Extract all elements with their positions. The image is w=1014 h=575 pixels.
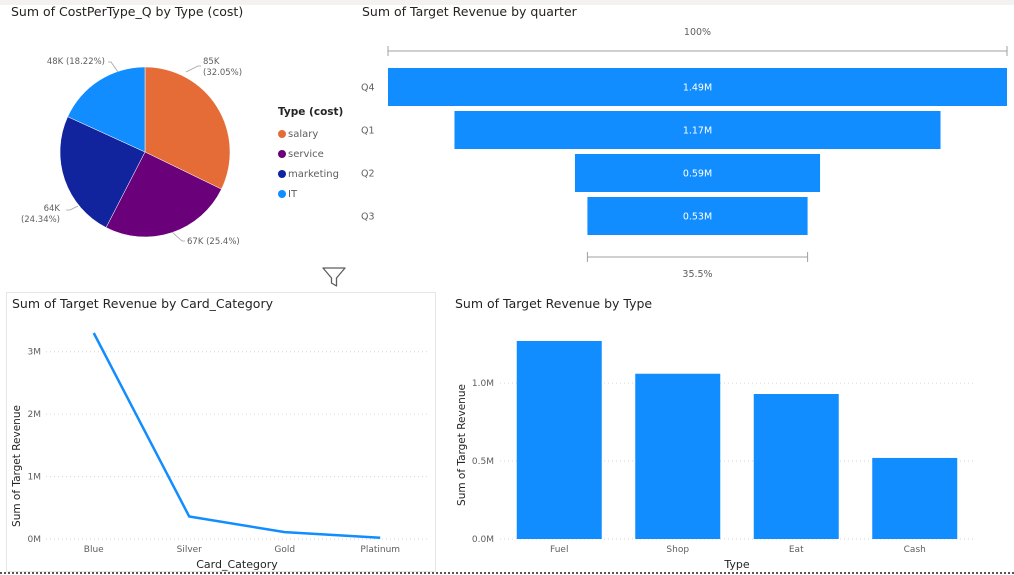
pie-chart-title: Sum of CostPerType_Q by Type (cost) — [11, 4, 244, 19]
pie-leader-line — [108, 61, 119, 73]
line-series — [92, 332, 381, 539]
pie-chart[interactable]: 85K(32.05%) 67K (25.4%) 64K(24.34%) 48K (18… — [0, 0, 360, 270]
x-tick-label: Platinum — [360, 545, 400, 555]
x-tick-label: Fuel — [550, 545, 568, 555]
pie-slice-service — [105, 151, 222, 238]
line-chart[interactable]: 0M 1M 2M 3M Blue Silver Gold Platinum Card_Categ… — [0, 310, 440, 572]
pie-data-label-pct: (24.34%) — [21, 215, 60, 225]
legend-item-service[interactable]: service — [278, 144, 343, 164]
bar-cash — [872, 457, 958, 539]
pie-data-label: 48K (18.22%) — [47, 57, 105, 67]
pie-legend: Type (cost) salary service marketing IT — [278, 106, 343, 204]
funnel-bar-q3 — [587, 197, 808, 235]
funnel-bar-q4 — [388, 68, 1007, 106]
line-chart-title: Sum of Target Revenue by Card_Category — [12, 296, 273, 311]
funnel-data-label: 0.53M — [683, 212, 712, 223]
funnel-top-label: 100% — [684, 27, 711, 38]
x-tick-label: Shop — [666, 545, 689, 555]
legend-label: IT — [288, 188, 298, 200]
y-tick-label: 0M — [28, 535, 42, 545]
x-tick-label: Gold — [274, 545, 295, 555]
legend-item-it[interactable]: IT — [278, 184, 343, 204]
bar-chart-title: Sum of Target Revenue by Type — [455, 296, 653, 311]
pie-leader-line — [185, 65, 201, 73]
funnel-category-label: Q1 — [361, 126, 375, 137]
filter-icon[interactable] — [321, 265, 347, 289]
x-tick-label: Blue — [84, 545, 104, 555]
legend-title: Type (cost) — [278, 106, 344, 118]
funnel-data-label: 1.49M — [683, 83, 712, 94]
pie-slice-salary — [144, 66, 231, 190]
funnel-category-label: Q2 — [361, 169, 375, 180]
x-tick-label: Silver — [177, 545, 203, 555]
bar-eat — [753, 394, 839, 539]
legend-marker — [278, 190, 286, 198]
x-axis-title: Type — [723, 558, 749, 571]
funnel-bar-q1 — [454, 111, 941, 149]
legend-marker — [278, 130, 286, 138]
y-tick-label: 3M — [28, 348, 42, 358]
pie-leader-line — [66, 205, 79, 211]
y-axis-title: Sum of Target Revenue — [456, 384, 468, 506]
bar-fuel — [516, 341, 602, 539]
top-border — [0, 0, 1014, 5]
funnel-data-label: 1.17M — [683, 126, 712, 137]
funnel-category-label: Q3 — [361, 212, 375, 223]
y-tick-label: 1M — [28, 473, 42, 483]
pie-data-label: 67K (25.4%) — [187, 237, 240, 247]
bottom-divider — [0, 572, 1014, 574]
funnel-category-label: Q4 — [361, 83, 375, 94]
funnel-bottom-label: 35.5% — [682, 269, 712, 280]
legend-marker — [278, 170, 286, 178]
legend-label: salary — [288, 128, 319, 140]
legend-item-salary[interactable]: salary — [278, 124, 343, 144]
pie-leader-line — [171, 231, 185, 242]
funnel-data-label: 0.59M — [683, 169, 712, 180]
pie-slice-it — [67, 66, 146, 153]
y-tick-label: 2M — [28, 410, 42, 420]
x-tick-label: Cash — [904, 545, 926, 555]
pie-slice-marketing — [59, 116, 146, 228]
legend-label: service — [288, 148, 324, 160]
legend-item-marketing[interactable]: marketing — [278, 164, 343, 184]
y-axis-title: Sum of Target Revenue — [11, 405, 23, 527]
bar-chart[interactable]: 0.0M 0.5M 1.0M Fuel Shop Eat Cash Type Sum of Ta… — [440, 310, 1014, 572]
y-tick-label: 0.0M — [472, 535, 494, 545]
x-axis-title: Card_Category — [196, 558, 278, 571]
funnel-chart-title: Sum of Target Revenue by quarter — [362, 4, 577, 19]
line-chart-border — [6, 292, 436, 572]
pie-data-label: 64K — [44, 204, 61, 214]
funnel-chart[interactable]: 100% 1.49M Q4 1.17M Q1 0.59M Q2 0.53M Q3 35.5% — [355, 20, 1014, 285]
y-tick-label: 1.0M — [472, 379, 494, 389]
y-tick-label: 0.5M — [472, 457, 494, 467]
pie-data-label-pct: (32.05%) — [203, 68, 242, 78]
x-tick-label: Eat — [789, 545, 804, 555]
bar-shop — [635, 373, 721, 539]
legend-label: marketing — [288, 168, 339, 180]
funnel-bar-q2 — [574, 154, 821, 192]
pie-data-label: 85K — [203, 57, 220, 67]
legend-marker — [278, 150, 286, 158]
